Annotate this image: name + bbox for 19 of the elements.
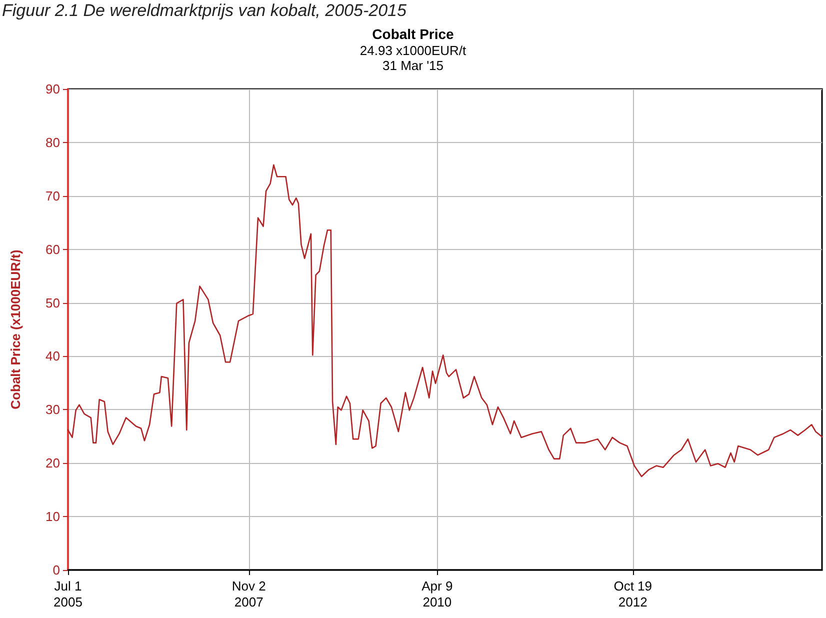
y-tick-label: 40 bbox=[46, 348, 60, 364]
y-axis-title: Cobalt Price (x1000EUR/t) bbox=[8, 250, 23, 410]
y-tick-label: 30 bbox=[46, 402, 60, 418]
y-tick-label: 60 bbox=[46, 242, 60, 257]
x-tick-label: Oct 19 2012 bbox=[614, 578, 652, 610]
y-tick-label: 10 bbox=[46, 509, 60, 524]
chart-title: Cobalt Price bbox=[372, 26, 454, 42]
line-series bbox=[67, 164, 823, 478]
y-tick-label: 50 bbox=[46, 295, 60, 310]
x-tick-label: Jul 1 2005 bbox=[54, 578, 82, 610]
text: Figuur 2.1 De wereldmarktprijs van kobalt, 2005-2015 bbox=[2, 1, 407, 20]
chart-subtitle: 24.93 x1000EUR/t 31 Mar '15 bbox=[360, 43, 467, 73]
y-tick-label: 70 bbox=[46, 188, 60, 204]
y-tick-label: 20 bbox=[46, 456, 60, 471]
y-tick-label: 0 bbox=[52, 562, 60, 578]
x-tick-label: Nov 2 2007 bbox=[232, 578, 266, 610]
y-tick-label: 90 bbox=[46, 82, 60, 96]
y-tick-label: 80 bbox=[46, 134, 60, 150]
x-tick-label: Apr 9 2010 bbox=[422, 578, 453, 610]
